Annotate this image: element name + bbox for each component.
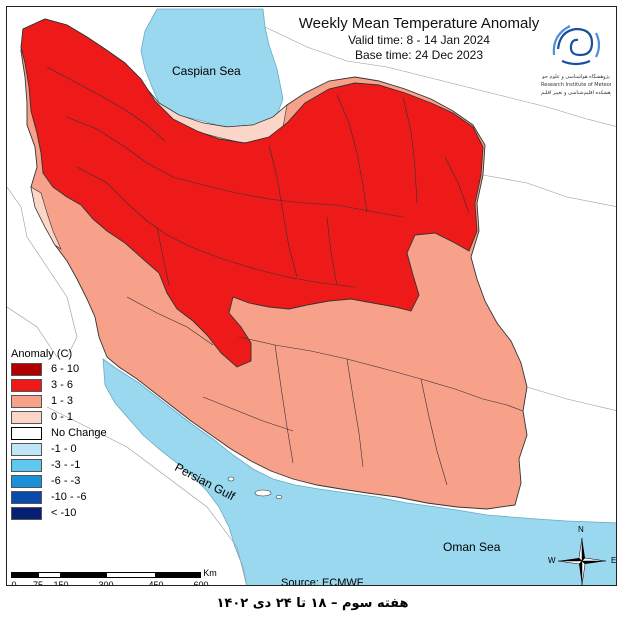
source-label: Source: ECMWF (281, 577, 364, 586)
oman-sea-label: Oman Sea (443, 540, 501, 554)
legend-label: -3 - -1 (51, 459, 81, 471)
legend-swatch (11, 363, 42, 376)
scale-tick-label: 0 (11, 580, 17, 586)
title-block: Weekly Mean Temperature Anomaly Valid ti… (269, 15, 569, 63)
logo-text-1: پژوهشگاه هواشناسی و علوم جو (542, 74, 610, 80)
iran-region-low-west (30, 186, 62, 250)
scale-segment (106, 572, 156, 578)
legend-label: 1 - 3 (51, 395, 74, 407)
islands (227, 476, 283, 499)
compass-e: E (611, 556, 617, 565)
logo-text-3: پژوهشکده اقلیم‌شناسی و تغییر اقلیم (541, 90, 611, 96)
legend-label: -6 - -3 (51, 475, 81, 487)
caspian-sea-label: Caspian Sea (172, 64, 241, 78)
legend-label: No Change (51, 427, 107, 439)
legend-label: -10 - -6 (51, 491, 87, 503)
institute-logo: پژوهشگاه هواشناسی و علوم جو Research Ins… (541, 21, 611, 99)
legend-item: -1 - 0 (11, 442, 123, 457)
compass-icon (557, 537, 607, 585)
legend-swatch (11, 427, 42, 440)
legend-title: Anomaly (C) (11, 348, 73, 360)
scale-tick-label: 150 (53, 580, 69, 586)
legend-item: -10 - -6 (11, 490, 123, 505)
legend-swatch (11, 507, 42, 520)
neighbor-borders (7, 26, 616, 585)
iran-region-high (20, 18, 484, 368)
legend-swatch (11, 491, 42, 504)
legend-item: 6 - 10 (11, 362, 123, 377)
scale-segment (11, 572, 38, 578)
legend-item: 3 - 6 (11, 378, 123, 393)
valid-time: Valid time: 8 - 14 Jan 2024 (348, 33, 490, 47)
legend-label: 6 - 10 (51, 363, 80, 375)
compass-n: N (578, 525, 584, 534)
persian-caption: هفته سوم – ۱۸ تا ۲۴ دی ۱۴۰۲ (216, 596, 409, 611)
compass-w: W (548, 556, 556, 565)
base-time: Base time: 24 Dec 2023 (354, 48, 484, 62)
persian-gulf-sea (102, 358, 616, 585)
legend-item: 1 - 3 (11, 394, 123, 409)
legend-swatch (11, 459, 42, 472)
scale-segment (61, 572, 106, 578)
map-canvas (7, 8, 616, 585)
scale-tick-label: 300 (98, 580, 114, 586)
legend-item: -3 - -1 (11, 458, 123, 473)
scale-segment (156, 572, 201, 578)
logo-swirl-icon (552, 25, 601, 66)
map-title: Weekly Mean Temperature Anomaly (298, 15, 540, 32)
legend: Anomaly (C) 6 - 10 3 - 6 1 - 3 0 - 1 No Chan… (11, 346, 123, 522)
legend-swatch (11, 395, 42, 408)
legend-label: 0 - 1 (51, 411, 74, 423)
scale-unit: Km (203, 568, 217, 578)
legend-swatch (11, 411, 42, 424)
scale-tick-label: 450 (148, 580, 164, 586)
legend-label: 3 - 6 (51, 379, 74, 391)
legend-swatch (11, 379, 42, 392)
legend-label: < -10 (51, 507, 77, 519)
compass-s: S (579, 584, 584, 585)
province-boundaries (46, 66, 524, 486)
legend-rows: 6 - 10 3 - 6 1 - 3 0 - 1 No Change -1 - 0 -3 -… (11, 362, 123, 521)
scale-bar: 0 75 150 300 450 600 Km (11, 568, 221, 586)
logo-text-2: Research Institute of Meteorology and At… (541, 82, 611, 88)
scale-tick-label: 75 (32, 580, 44, 586)
legend-item: No Change (11, 426, 123, 441)
legend-swatch (11, 443, 42, 456)
legend-swatch (11, 475, 42, 488)
legend-item: -6 - -3 (11, 474, 123, 489)
legend-item: < -10 (11, 506, 123, 521)
scale-tick-label: 600 (193, 580, 209, 586)
scale-segment (38, 572, 61, 578)
legend-item: 0 - 1 (11, 410, 123, 425)
compass-rose: N S E W (548, 525, 616, 585)
legend-label: -1 - 0 (51, 443, 77, 455)
map-frame: Weekly Mean Temperature Anomaly Valid ti… (6, 6, 617, 586)
